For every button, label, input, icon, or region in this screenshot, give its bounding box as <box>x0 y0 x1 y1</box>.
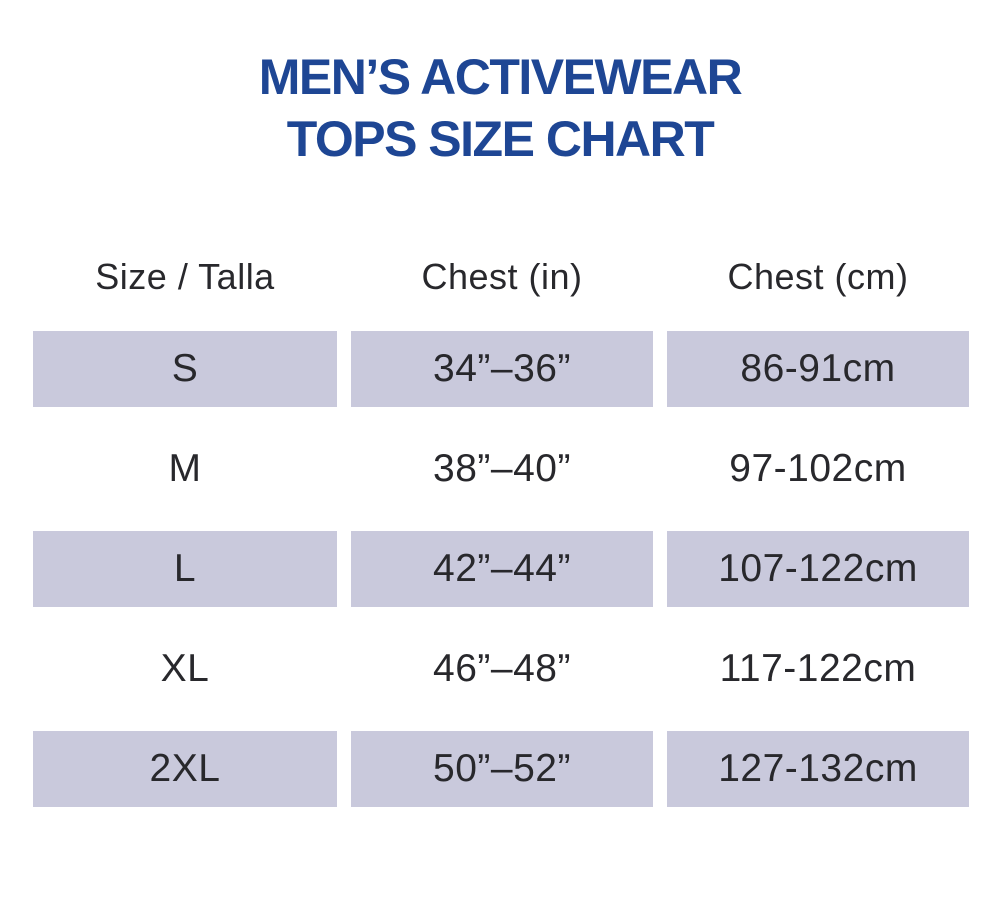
size-cell: XL <box>160 647 210 690</box>
column-header-size: Size / Talla <box>95 256 275 297</box>
chest-cm-cell: 117-122cm <box>719 647 917 690</box>
page-title-line-2: TOPS SIZE CHART <box>286 111 715 167</box>
chest-cm-cell: 86-91cm <box>667 331 969 407</box>
size-cell: M <box>168 447 202 490</box>
size-cell: L <box>33 531 337 607</box>
chest-in-cell: 42”–44” <box>351 531 653 607</box>
size-cell: 2XL <box>33 731 337 807</box>
table-row-m: M 38”–40” 97-102cm <box>33 419 969 519</box>
size-cell: S <box>33 331 337 407</box>
size-chart-page: MEN’S ACTIVEWEAR TOPS SIZE CHART Size / … <box>0 0 1000 819</box>
chest-cm-cell: 97-102cm <box>729 447 907 490</box>
page-title-line-1: MEN’S ACTIVEWEAR <box>258 49 743 105</box>
table-row-2xl: 2XL 50”–52” 127-132cm <box>33 719 969 819</box>
chest-in-cell: 50”–52” <box>351 731 653 807</box>
column-header-chest-in: Chest (in) <box>421 256 583 297</box>
table-header-row: Size / Talla Chest (in) Chest (cm) <box>33 235 969 319</box>
table-row-xl: XL 46”–48” 117-122cm <box>33 619 969 719</box>
chest-in-cell: 38”–40” <box>433 447 571 490</box>
chest-in-cell: 46”–48” <box>433 647 571 690</box>
table-row-l: L 42”–44” 107-122cm <box>33 519 969 619</box>
size-table: Size / Talla Chest (in) Chest (cm) S 34”… <box>33 235 969 819</box>
chest-cm-cell: 127-132cm <box>667 731 969 807</box>
chest-in-cell: 34”–36” <box>351 331 653 407</box>
table-row-s: S 34”–36” 86-91cm <box>33 319 969 419</box>
page-title: MEN’S ACTIVEWEAR TOPS SIZE CHART <box>0 0 1000 170</box>
chest-cm-cell: 107-122cm <box>667 531 969 607</box>
column-header-chest-cm: Chest (cm) <box>727 256 909 297</box>
